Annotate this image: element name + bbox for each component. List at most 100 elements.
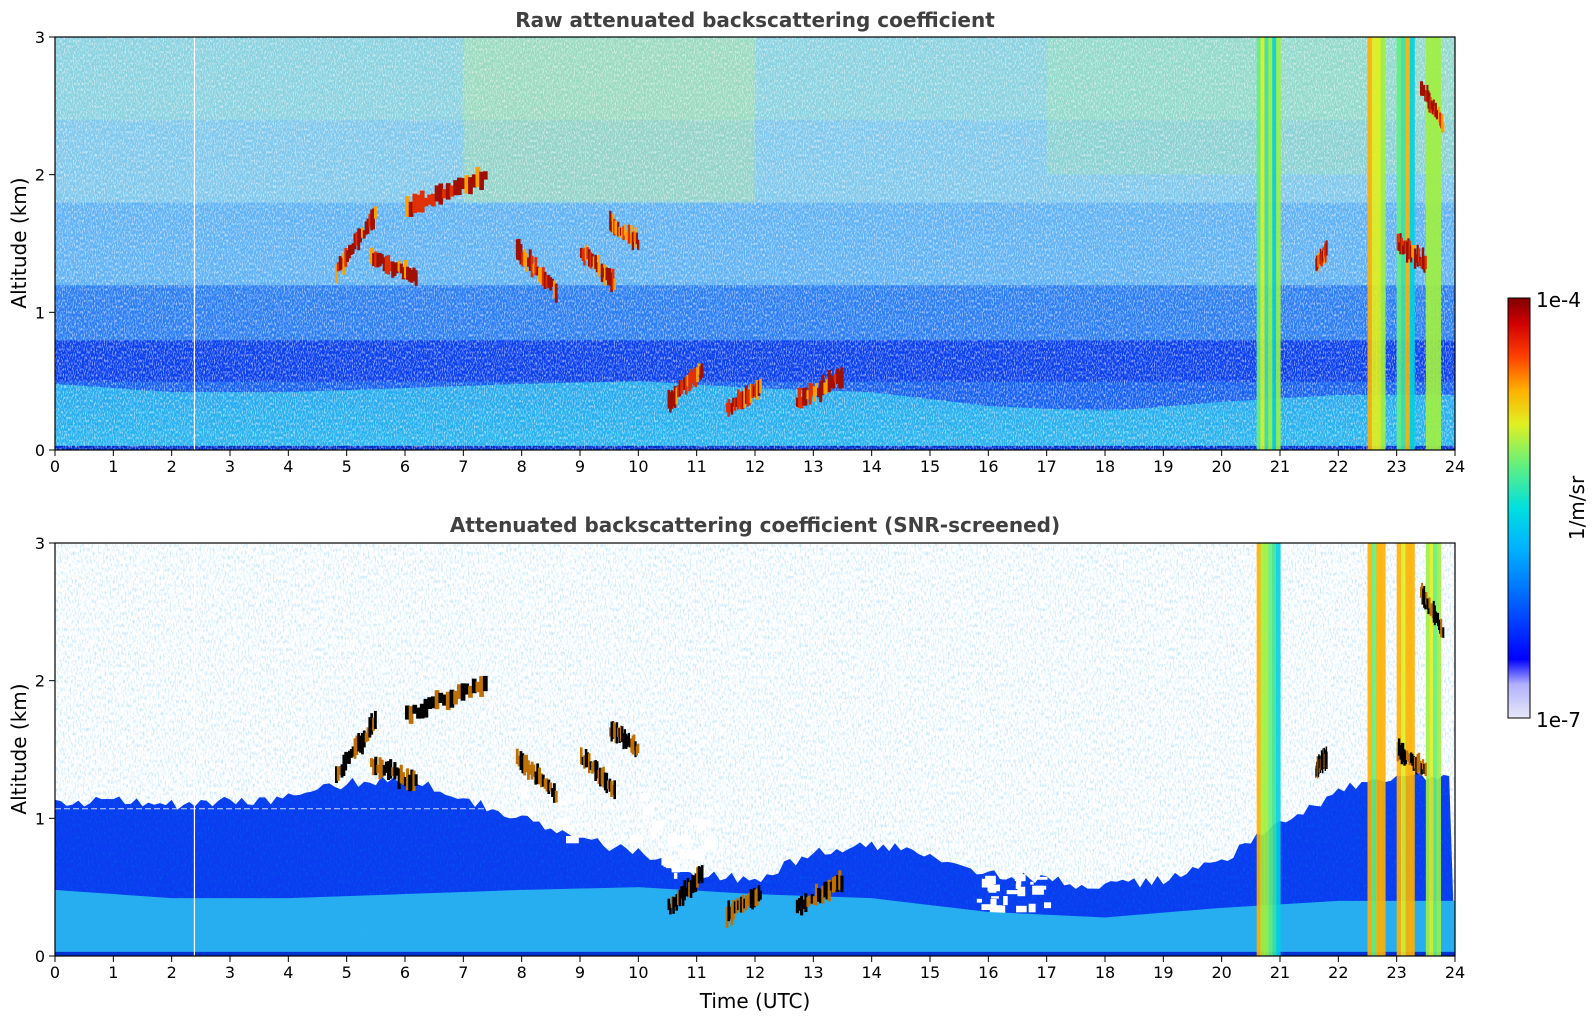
cloud-layer-mark <box>384 761 388 773</box>
cloud-layer-mark <box>804 387 808 406</box>
cloud-layer-mark <box>840 367 844 389</box>
cloud-layer-mark <box>482 171 488 180</box>
cloud-layer-mark <box>1432 99 1435 111</box>
cloud-layer-mark <box>376 252 380 268</box>
cloud-layer-mark <box>806 897 810 907</box>
x-tick-label: 12 <box>745 963 765 982</box>
cloud-layer-mark <box>1420 259 1423 269</box>
cloud-layer-mark <box>795 899 799 914</box>
cloud-layer-mark <box>551 787 554 798</box>
cloud-layer-mark <box>552 783 556 803</box>
cloud-layer-mark <box>408 268 412 282</box>
cloud-layer-mark <box>372 253 376 266</box>
cloud-layer-mark <box>829 881 833 891</box>
cloud-layer-mark <box>517 238 521 261</box>
cloud-layer-mark <box>688 372 691 392</box>
cloud-layer-mark <box>453 180 458 196</box>
bottom-noise-texture <box>55 543 1455 956</box>
cloud-layer-mark <box>1417 248 1421 263</box>
cloud-layer-mark <box>393 762 397 780</box>
cloud-layer-mark <box>730 904 734 926</box>
screened-gap <box>549 794 557 804</box>
cloud-layer-mark <box>808 895 812 905</box>
snr-screened-panel: Attenuated backscattering coefficient (S… <box>7 513 1465 1013</box>
x-tick-label: 17 <box>1036 457 1056 476</box>
cloud-layer-mark <box>584 244 588 261</box>
screened-gap <box>700 819 711 827</box>
cloud-layer-mark <box>617 221 620 237</box>
x-tick-label: 2 <box>167 457 177 476</box>
cloud-layer-mark <box>700 363 704 378</box>
x-tick-label: 19 <box>1153 963 1173 982</box>
cloud-layer-mark <box>672 896 675 914</box>
x-tick-label: 23 <box>1386 963 1406 982</box>
cloud-layer-mark <box>349 244 353 255</box>
x-tick-label: 0 <box>50 963 60 982</box>
x-tick-label: 24 <box>1445 963 1465 982</box>
cloud-layer-mark <box>353 233 357 250</box>
screened-gap <box>1003 896 1008 906</box>
cloud-layer-mark <box>456 684 462 699</box>
x-tick-label: 3 <box>225 963 235 982</box>
cloud-layer-mark <box>592 760 596 772</box>
cloud-layer-mark <box>802 387 806 406</box>
precipitation-column <box>1367 543 1373 956</box>
cloud-layer-mark <box>741 391 745 409</box>
cloud-layer-mark <box>618 727 621 743</box>
cloud-layer-mark <box>836 875 840 892</box>
cloud-layer-mark <box>580 247 583 259</box>
cloud-layer-mark <box>349 748 353 758</box>
cloud-layer-mark <box>525 754 528 773</box>
cloud-layer-mark <box>743 898 746 909</box>
screened-gap <box>582 823 591 827</box>
cloud-layer-mark <box>615 222 619 236</box>
cloud-layer-mark <box>634 227 637 248</box>
cloud-layer-mark <box>744 385 748 404</box>
x-tick-label: 5 <box>342 963 352 982</box>
cloud-layer-mark <box>408 706 414 724</box>
cloud-layer-mark <box>521 251 525 267</box>
cloud-layer-mark <box>594 760 597 782</box>
cloud-layer-mark <box>346 250 349 262</box>
precipitation-column <box>1409 37 1415 450</box>
cloud-layer-mark <box>1436 109 1440 119</box>
y-tick-label: 3 <box>35 534 45 553</box>
cloud-layer-mark <box>694 368 698 387</box>
precipitation-column <box>1268 37 1273 450</box>
cloud-layer-mark <box>681 382 685 391</box>
cloud-layer-mark <box>378 252 382 267</box>
screened-gap <box>689 818 702 826</box>
cloud-layer-mark <box>397 768 401 790</box>
cloud-layer-mark <box>338 766 342 776</box>
cloud-layer-mark <box>814 383 819 396</box>
cloud-layer-mark <box>412 770 416 792</box>
cloud-layer-mark <box>817 887 821 902</box>
cloud-layer-mark <box>672 391 675 407</box>
screened-gap <box>679 869 692 873</box>
cloud-layer-mark <box>746 390 750 407</box>
cloud-layer-mark <box>669 903 672 915</box>
screened-gap <box>1030 881 1034 885</box>
cloud-layer-mark <box>756 380 759 400</box>
cloud-layer-mark <box>539 773 543 788</box>
cloud-layer-mark <box>1409 752 1413 764</box>
screened-gap <box>514 788 520 793</box>
cloud-layer-mark <box>410 769 414 791</box>
cloud-layer-mark <box>427 697 432 709</box>
cloud-layer-mark <box>372 759 376 776</box>
cloud-layer-mark <box>526 760 530 780</box>
cloud-layer-mark <box>391 261 395 278</box>
cloud-layer-mark <box>670 896 674 908</box>
y-tick-label: 0 <box>35 441 45 460</box>
cloud-layer-mark <box>414 270 418 286</box>
screened-gap <box>1033 885 1047 890</box>
cloud-layer-mark <box>1421 582 1424 605</box>
cloud-layer-mark <box>735 397 738 408</box>
cloud-layer-mark <box>633 231 636 242</box>
cloud-layer-mark <box>353 738 357 759</box>
cloud-layer-mark <box>1423 84 1426 96</box>
cloud-layer-mark <box>752 887 756 908</box>
cloud-layer-mark <box>821 885 825 904</box>
cloud-layer-mark <box>1413 248 1417 269</box>
screened-gap <box>652 821 661 831</box>
